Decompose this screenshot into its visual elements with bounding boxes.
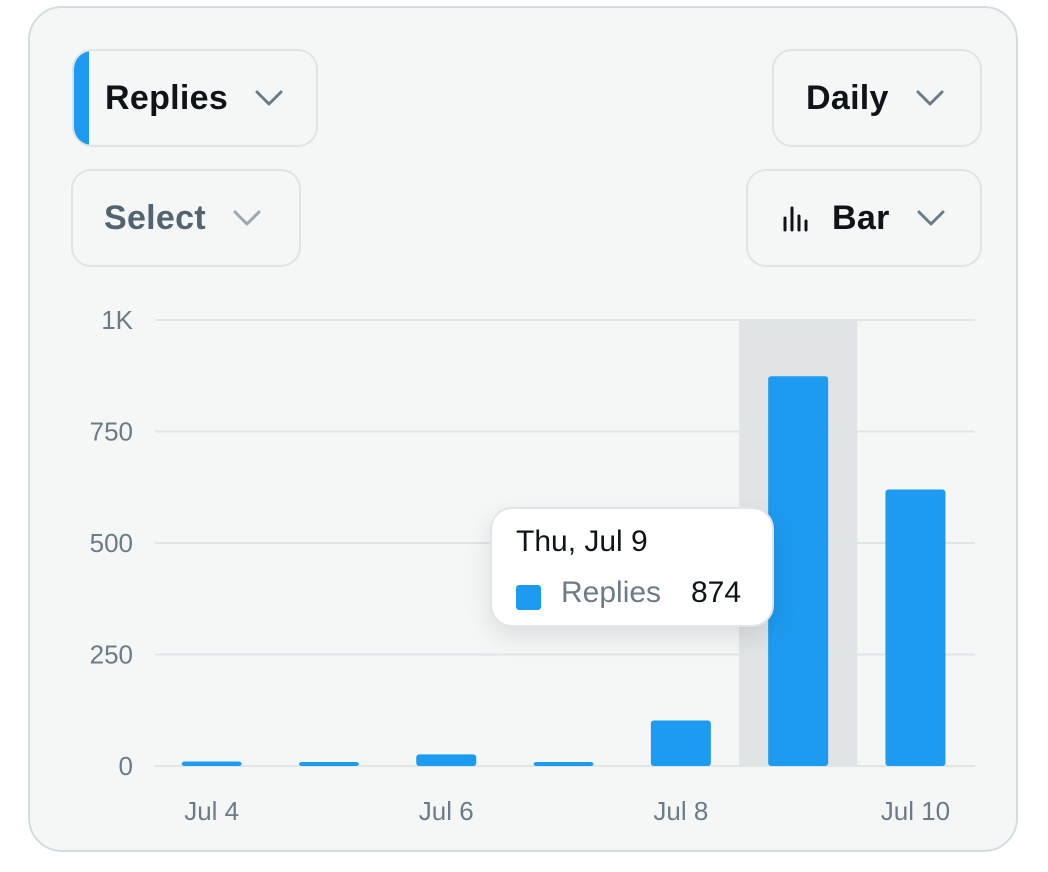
period-dropdown[interactable]: Daily: [772, 49, 982, 147]
chevron-down-icon: [233, 210, 261, 226]
y-tick-label: 500: [90, 528, 133, 558]
chart-type-dropdown-label: Bar: [832, 198, 890, 237]
chevron-down-icon: [917, 210, 945, 226]
tooltip-series-swatch: [516, 585, 541, 610]
period-dropdown-label: Daily: [806, 78, 889, 117]
bar-chart-icon: [783, 206, 808, 232]
bar: [298, 762, 359, 766]
tooltip-value: 874: [691, 576, 742, 609]
select-dropdown-label: Select: [104, 198, 206, 237]
tooltip-date: Thu, Jul 9: [516, 525, 648, 558]
chart-type-dropdown[interactable]: Bar: [746, 169, 982, 267]
x-tick-label: Jul 4: [184, 796, 239, 826]
x-tick-label: Jul 6: [419, 796, 474, 826]
chevron-down-icon: [916, 90, 944, 106]
metric-dropdown-label: Replies: [105, 78, 229, 117]
bar: [650, 720, 711, 766]
series-color-indicator: [74, 51, 89, 145]
chevron-down-icon: [255, 90, 283, 106]
y-tick-label: 750: [90, 417, 133, 447]
y-tick-label: 250: [90, 640, 133, 670]
x-tick-label: Jul 8: [653, 796, 708, 826]
select-dropdown[interactable]: Select: [71, 169, 301, 267]
bar: [416, 754, 477, 766]
bar: [768, 376, 829, 766]
bar: [885, 489, 946, 766]
chart-tooltip: Thu, Jul 9 Replies 874: [490, 507, 774, 627]
y-tick-label: 0: [119, 751, 133, 781]
bar: [533, 762, 594, 766]
y-tick-label: 1K: [101, 305, 133, 335]
tooltip-series-name: Replies: [561, 576, 662, 609]
metric-dropdown[interactable]: Replies: [72, 49, 318, 147]
x-tick-label: Jul 10: [881, 796, 950, 826]
bar: [181, 761, 242, 766]
